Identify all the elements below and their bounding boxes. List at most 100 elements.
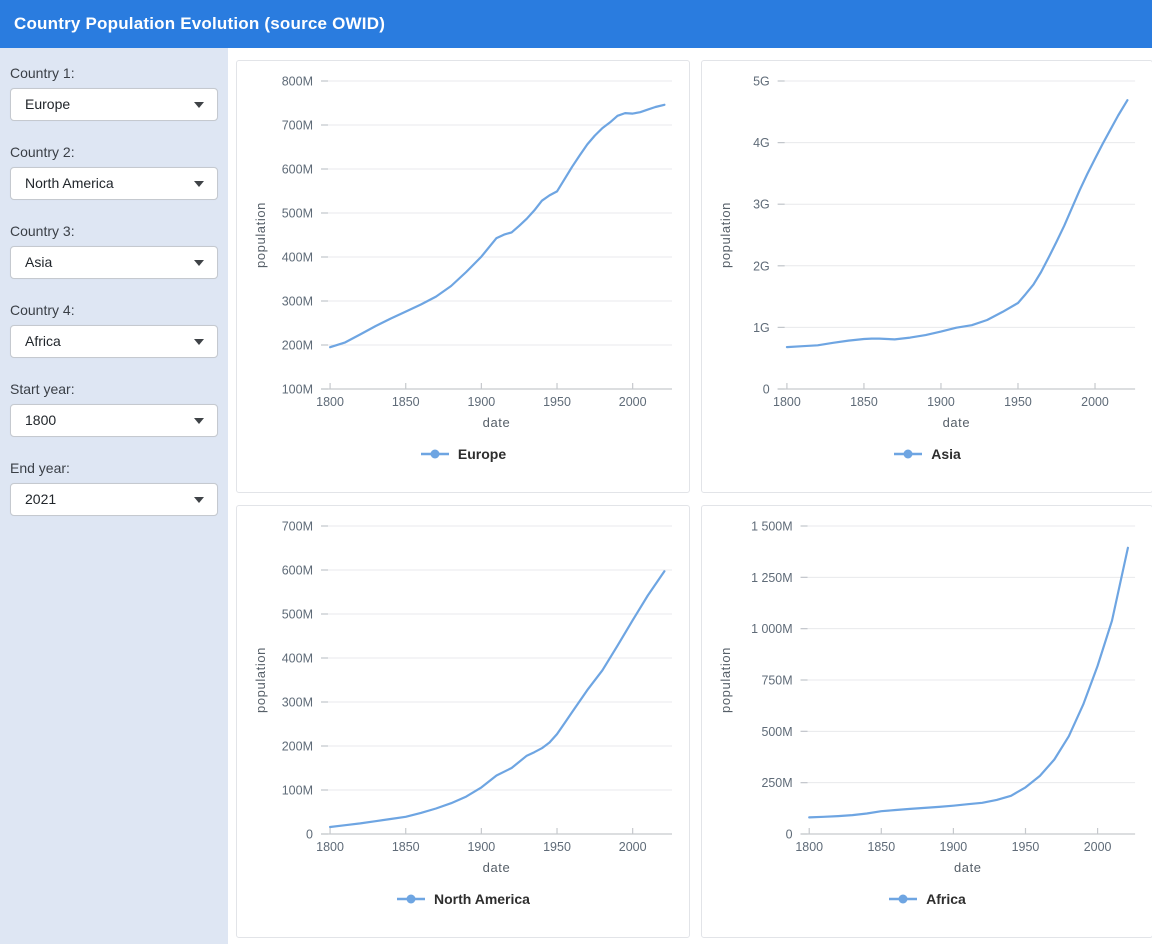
chevron-down-icon — [194, 418, 204, 424]
svg-text:date: date — [954, 860, 982, 875]
chevron-down-icon — [194, 497, 204, 503]
control-group-end-year: End year: 2021 — [10, 460, 218, 516]
svg-text:250M: 250M — [761, 776, 792, 790]
svg-text:1 000M: 1 000M — [751, 622, 793, 636]
legend-label: Europe — [457, 446, 507, 462]
end-year-value: 2021 — [25, 491, 57, 507]
svg-text:600M: 600M — [282, 163, 313, 177]
svg-text:1800: 1800 — [795, 840, 823, 854]
svg-text:population: population — [718, 647, 733, 713]
svg-text:500M: 500M — [282, 207, 313, 221]
svg-text:0: 0 — [786, 827, 793, 841]
country-1-value: Europe — [25, 96, 71, 112]
north-america-legend[interactable]: North America — [237, 891, 689, 907]
chevron-down-icon — [194, 260, 204, 266]
country-4-value: Africa — [25, 333, 61, 349]
svg-text:date: date — [943, 415, 971, 430]
svg-text:4G: 4G — [753, 136, 770, 150]
start-year-label: Start year: — [10, 381, 75, 397]
svg-text:700M: 700M — [282, 119, 313, 133]
europe-legend[interactable]: Europe — [237, 446, 689, 462]
svg-text:300M: 300M — [282, 696, 313, 710]
north-america-chart-card: 0 100M 200M 300M 400M 500M 600M 700M 1800 1850 190… — [236, 505, 690, 938]
country-2-value: North America — [25, 175, 114, 191]
legend-label: Africa — [926, 891, 966, 907]
control-group-country-1: Country 1: Europe — [10, 65, 218, 121]
legend-line-marker-icon — [889, 894, 918, 904]
country-1-select[interactable]: Europe — [10, 88, 218, 121]
legend-line-marker-icon — [420, 449, 449, 459]
legend-line-marker-icon — [894, 449, 923, 459]
svg-text:1850: 1850 — [392, 395, 420, 409]
svg-text:5G: 5G — [753, 74, 770, 88]
country-3-select[interactable]: Asia — [10, 246, 218, 279]
svg-text:200M: 200M — [282, 740, 313, 754]
svg-text:1950: 1950 — [543, 395, 571, 409]
country-4-select[interactable]: Africa — [10, 325, 218, 358]
svg-text:500M: 500M — [761, 725, 792, 739]
svg-text:2000: 2000 — [619, 395, 647, 409]
svg-text:1950: 1950 — [543, 840, 571, 854]
svg-text:400M: 400M — [282, 652, 313, 666]
charts-area: 100M 200M 300M 400M 500M 600M 700M 800M 1800 1850… — [228, 48, 1152, 944]
control-group-country-4: Country 4: Africa — [10, 302, 218, 358]
country-2-label: Country 2: — [10, 144, 75, 160]
svg-text:0: 0 — [306, 828, 313, 842]
europe-chart-card: 100M 200M 300M 400M 500M 600M 700M 800M 1800 1850… — [236, 60, 690, 493]
svg-text:600M: 600M — [282, 564, 313, 578]
svg-text:1950: 1950 — [1004, 395, 1032, 409]
svg-text:date: date — [483, 860, 511, 875]
svg-text:2000: 2000 — [1084, 840, 1112, 854]
svg-text:population: population — [253, 647, 268, 713]
end-year-select[interactable]: 2021 — [10, 483, 218, 516]
svg-text:1 500M: 1 500M — [751, 519, 793, 533]
country-2-select[interactable]: North America — [10, 167, 218, 200]
svg-text:400M: 400M — [282, 251, 313, 265]
africa-line-chart[interactable]: 0 250M 500M 750M 1 000M 1 250M 1 500M 1800 1850 1… — [702, 508, 1152, 882]
asia-chart-card: 0 1G 2G 3G 4G 5G 1800 1850 1900 1950 2000 date popul… — [701, 60, 1152, 493]
svg-text:1900: 1900 — [927, 395, 955, 409]
svg-text:800M: 800M — [282, 75, 313, 89]
svg-text:population: population — [253, 202, 268, 268]
svg-text:population: population — [718, 202, 733, 268]
svg-text:1800: 1800 — [773, 395, 801, 409]
svg-text:500M: 500M — [282, 608, 313, 622]
chevron-down-icon — [194, 181, 204, 187]
svg-text:1850: 1850 — [392, 840, 420, 854]
svg-text:2G: 2G — [753, 259, 770, 273]
sidebar: Country 1: Europe Country 2: North Ameri… — [0, 48, 228, 944]
asia-line-chart[interactable]: 0 1G 2G 3G 4G 5G 1800 1850 1900 1950 2000 date popul… — [702, 63, 1152, 437]
control-group-start-year: Start year: 1800 — [10, 381, 218, 437]
svg-text:0: 0 — [763, 382, 770, 396]
charts-grid: 100M 200M 300M 400M 500M 600M 700M 800M 1800 1850… — [236, 60, 1152, 938]
svg-text:date: date — [483, 415, 511, 430]
start-year-select[interactable]: 1800 — [10, 404, 218, 437]
control-group-country-3: Country 3: Asia — [10, 223, 218, 279]
svg-text:1850: 1850 — [867, 840, 895, 854]
svg-text:200M: 200M — [282, 339, 313, 353]
country-1-label: Country 1: — [10, 65, 75, 81]
africa-chart-card: 0 250M 500M 750M 1 000M 1 250M 1 500M 1800 1850 1… — [701, 505, 1152, 938]
svg-text:1950: 1950 — [1012, 840, 1040, 854]
svg-text:3G: 3G — [753, 198, 770, 212]
asia-legend[interactable]: Asia — [702, 446, 1152, 462]
svg-text:1800: 1800 — [316, 840, 344, 854]
svg-text:1900: 1900 — [467, 395, 495, 409]
svg-text:100M: 100M — [282, 383, 313, 397]
europe-line-chart[interactable]: 100M 200M 300M 400M 500M 600M 700M 800M 1800 1850… — [237, 63, 689, 437]
app-header: Country Population Evolution (source OWI… — [0, 0, 1152, 48]
end-year-label: End year: — [10, 460, 70, 476]
svg-text:700M: 700M — [282, 520, 313, 534]
svg-text:1850: 1850 — [850, 395, 878, 409]
svg-text:1900: 1900 — [940, 840, 968, 854]
app-title: Country Population Evolution (source OWI… — [14, 14, 386, 33]
control-group-country-2: Country 2: North America — [10, 144, 218, 200]
africa-legend[interactable]: Africa — [702, 891, 1152, 907]
north-america-line-chart[interactable]: 0 100M 200M 300M 400M 500M 600M 700M 1800 1850 190… — [237, 508, 689, 882]
svg-text:100M: 100M — [282, 784, 313, 798]
start-year-value: 1800 — [25, 412, 57, 428]
chevron-down-icon — [194, 339, 204, 345]
legend-line-marker-icon — [397, 894, 426, 904]
svg-text:2000: 2000 — [1081, 395, 1109, 409]
svg-text:750M: 750M — [761, 673, 792, 687]
